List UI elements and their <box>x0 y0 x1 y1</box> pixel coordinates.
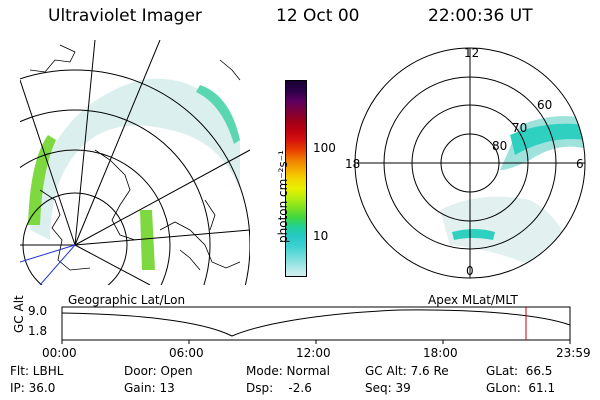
info-ip: IP: 36.0 <box>10 381 56 395</box>
xtick-0000: 00:00 <box>42 346 77 360</box>
geographic-label: Geographic Lat/Lon <box>68 293 186 307</box>
polar-grid <box>354 47 586 279</box>
info-flt: Flt: LBHL <box>10 364 64 378</box>
xtick-1200: 12:00 <box>296 346 331 360</box>
altitude-plot-frame <box>61 306 571 341</box>
altitude-ytick-high: 9.0 <box>28 304 48 318</box>
apex-label: Apex MLat/MLT <box>428 293 518 307</box>
polar-emission-spot <box>452 229 495 240</box>
info-gc-alt: GC Alt: 7.6 Re <box>365 364 449 378</box>
colorbar-tick-100: 100 <box>313 141 336 155</box>
mlt-label-6: 6 <box>576 157 584 171</box>
mlt-label-0: 0 <box>466 264 474 278</box>
polar-emission-core <box>510 123 585 155</box>
altitude-curve <box>61 309 571 337</box>
time-label: 22:00:36 UT <box>428 6 533 26</box>
altitude-ylabel: GC Alt <box>12 295 26 333</box>
xtick-0600: 06:00 <box>169 346 204 360</box>
colorbar <box>285 80 307 277</box>
xtick-1800: 18:00 <box>423 346 458 360</box>
xtick-2359: 23:59 <box>556 346 591 360</box>
info-dsp: Dsp: -2.6 <box>246 381 312 395</box>
colorbar-tick-10: 10 <box>313 229 329 243</box>
polar-emission-low <box>440 196 570 270</box>
date-label: 12 Oct 00 <box>276 6 360 26</box>
instrument-title: Ultraviolet Imager <box>48 6 202 26</box>
emission-band-cyan <box>196 85 240 144</box>
emission-band-green <box>28 135 56 225</box>
info-gain: Gain: 13 <box>124 381 175 395</box>
emission-band-green-2 <box>140 210 155 270</box>
info-door: Door: Open <box>124 364 193 378</box>
mlt-label-18: 18 <box>345 157 361 171</box>
emission-region <box>30 78 240 240</box>
info-glat: GLat: 66.5 <box>486 364 553 378</box>
lat-label-80: 80 <box>492 139 508 153</box>
lat-label-60: 60 <box>537 98 553 112</box>
info-mode: Mode: Normal <box>246 364 330 378</box>
altitude-ytick-low: 1.8 <box>28 324 48 338</box>
info-seq: Seq: 39 <box>365 381 411 395</box>
lat-label-70: 70 <box>512 121 528 135</box>
mlt-label-12: 12 <box>464 46 480 60</box>
info-glon: GLon: 61.1 <box>486 381 556 395</box>
